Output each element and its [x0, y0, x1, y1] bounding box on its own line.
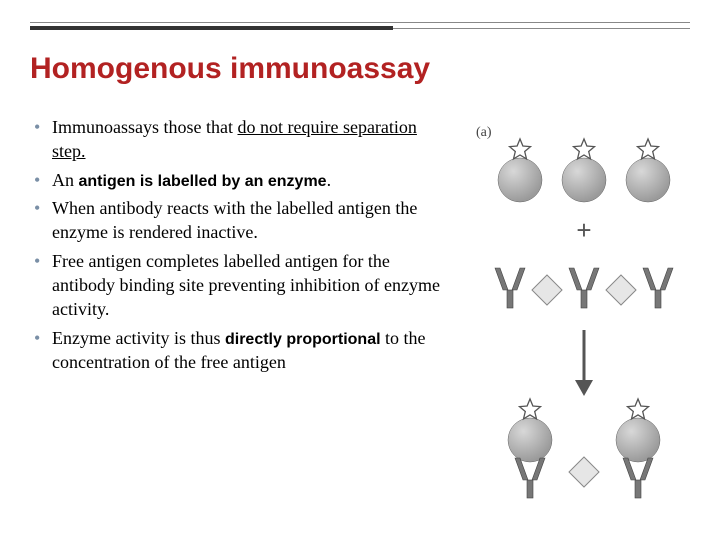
bullet-item: When antibody reacts with the labelled a… [30, 196, 450, 245]
decorative-top-border [30, 22, 690, 30]
bullet-item: An antigen is labelled by an enzyme. [30, 168, 450, 193]
reaction-diagram: (a) + [470, 120, 698, 500]
bullet-item: Immunoassays those that do not require s… [30, 115, 450, 164]
svg-text:+: + [576, 215, 591, 245]
bullet-list: Immunoassays those that do not require s… [30, 115, 450, 375]
slide-title: Homogenous immunoassay [30, 52, 430, 86]
svg-text:(a): (a) [476, 125, 492, 140]
bullet-item: Enzyme activity is thus directly proport… [30, 326, 450, 375]
bullet-item: Free antigen completes labelled antigen … [30, 249, 450, 322]
body-text: Immunoassays those that do not require s… [30, 115, 450, 379]
